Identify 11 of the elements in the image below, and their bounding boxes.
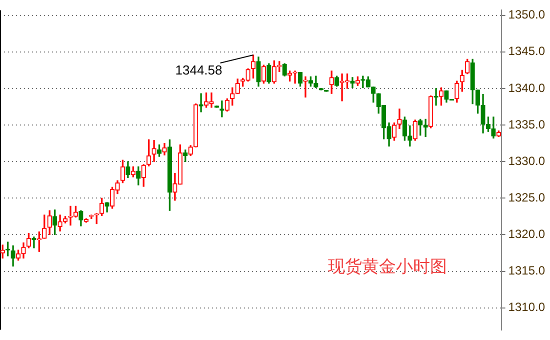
text: 现货黄金小时图 <box>328 256 447 278</box>
y-tick-label: 1325.0 <box>508 190 546 204</box>
y-tick-label: 1330.0 <box>508 154 546 168</box>
y-tick-label: 1340.0 <box>508 80 546 95</box>
y-tick-label: 1310.0 <box>508 300 546 314</box>
y-tick-label: 1315.0 <box>508 264 546 278</box>
y-tick-label: 1320.0 <box>508 227 546 242</box>
y-tick-label: 1335.0 <box>508 117 546 132</box>
annotation: 1344.58 <box>175 62 222 78</box>
y-tick-label: 1350.0 <box>508 8 546 22</box>
y-tick-label: 1345.0 <box>508 44 546 58</box>
